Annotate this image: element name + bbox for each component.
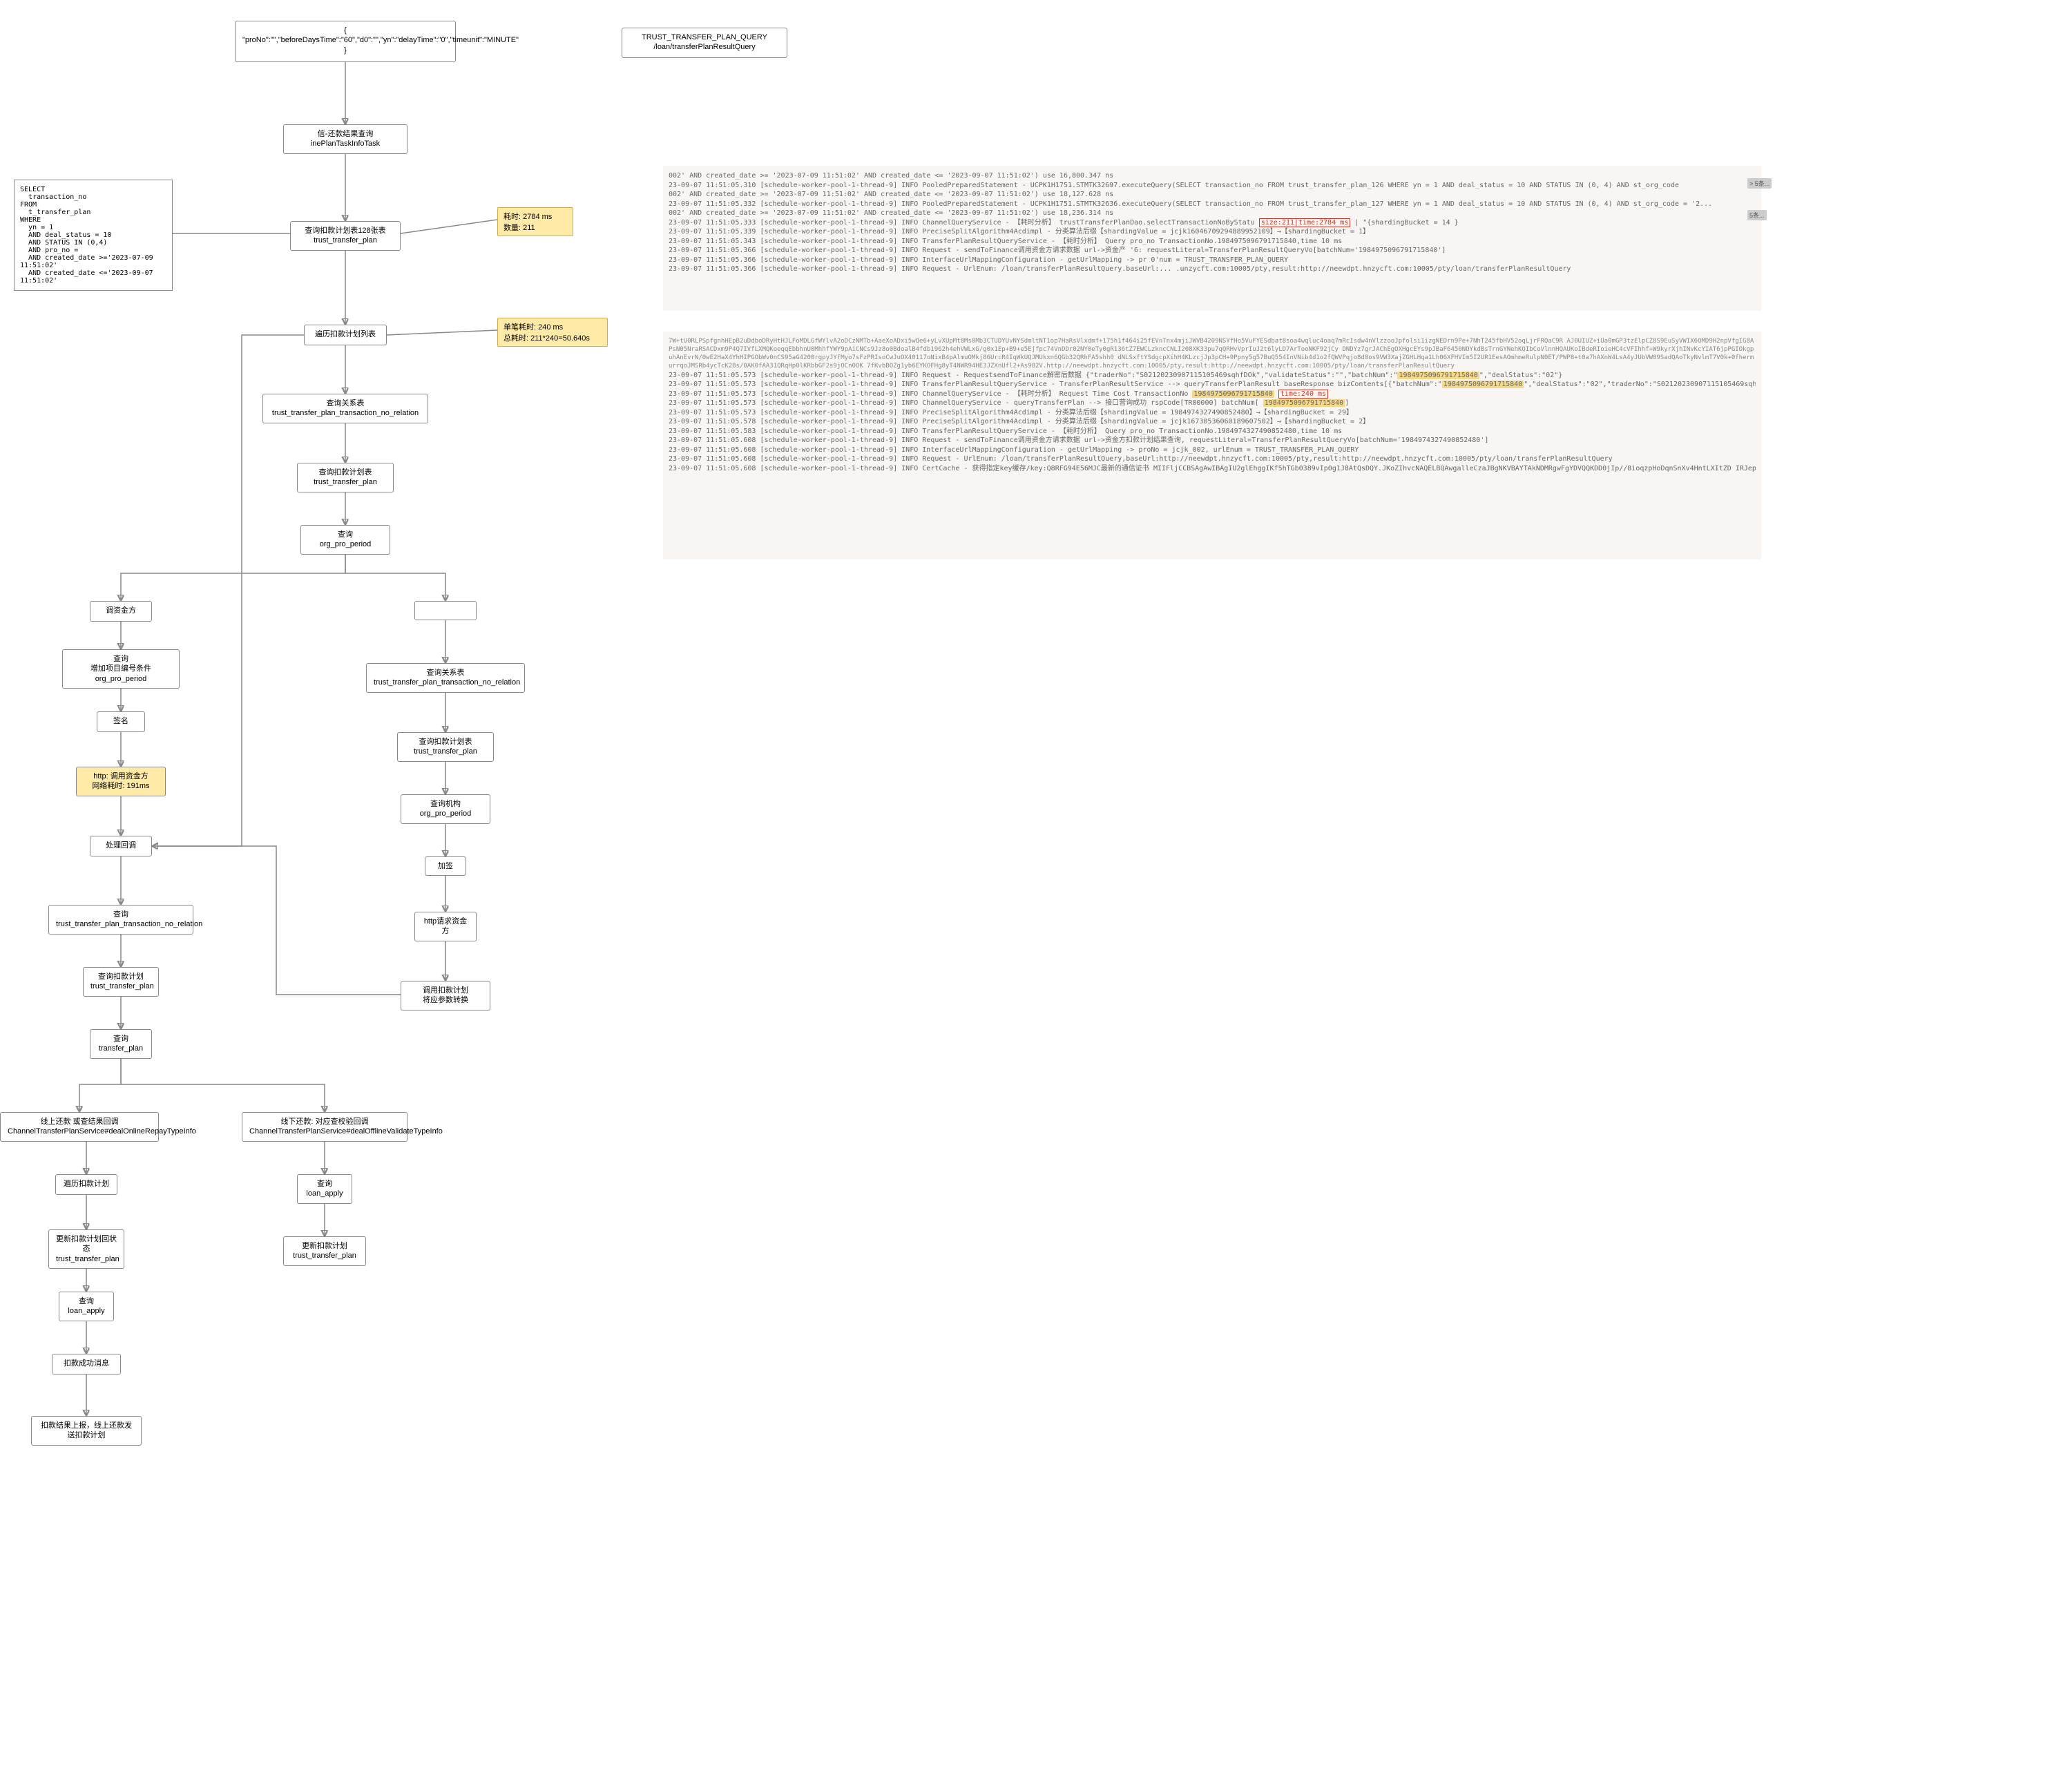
flow-node-n18: 线下还款: 对应查校验回调 ChannelTransferPlanService… bbox=[242, 1112, 407, 1142]
log-line: 002' AND created_date >= '2023-07-09 11:… bbox=[669, 190, 1756, 200]
flow-node-n25: 更新扣款计划 trust_transfer_plan bbox=[283, 1236, 366, 1266]
flow-node-n14: 查询 trust_transfer_plan_transaction_no_re… bbox=[48, 905, 193, 935]
log-line: 23-09-07 11:51:05.366 [schedule-worker-p… bbox=[669, 246, 1756, 256]
log-line: 23-09-07 11:51:05.608 [schedule-worker-p… bbox=[669, 446, 1756, 455]
flow-node-n32: 查询扣款计划表 trust_transfer_plan bbox=[397, 732, 494, 762]
flow-node-tip2: 单笔耗时: 240 ms 总耗时: 211*240=50.640s bbox=[497, 318, 608, 347]
log-line: 23-09-07 11:51:05.608 [schedule-worker-p… bbox=[669, 464, 1756, 474]
log-line: 23-09-07 11:51:05.608 [schedule-worker-p… bbox=[669, 436, 1756, 446]
log-line: 23-09-07 11:51:05.608 [schedule-worker-p… bbox=[669, 454, 1756, 464]
collapse-label[interactable]: 5条... bbox=[1747, 210, 1767, 220]
flow-node-n23: 扣款结果上报，线上还款发送扣款计划 bbox=[31, 1416, 142, 1446]
log-line: 23-09-07 11:51:05.310 [schedule-worker-p… bbox=[669, 181, 1756, 191]
flow-node-n20: 更新扣款计划回状态 trust_transfer_plan bbox=[48, 1229, 124, 1269]
flow-node-n10: 查询 增加项目编号条件 org_pro_period bbox=[62, 649, 180, 689]
log-panel-1: 002' AND created_date >= '2023-07-09 11:… bbox=[663, 166, 1761, 311]
log-blob: 7W+tU0RLPSpfgnhHEpB2uDdboDRyHtHJLFoMDLGf… bbox=[669, 337, 1756, 371]
log-line: 23-09-07 11:51:05.583 [schedule-worker-p… bbox=[669, 427, 1756, 437]
log-line: 23-09-07 11:51:05.573 [schedule-worker-p… bbox=[669, 380, 1756, 390]
log-line: 23-09-07 11:51:05.573 [schedule-worker-p… bbox=[669, 390, 1756, 399]
flow-node-n9: 调资金方 bbox=[90, 601, 152, 622]
flow-node-tip1: 耗时: 2784 ms 数量: 211 bbox=[497, 207, 573, 236]
flow-node-n22: 扣款成功消息 bbox=[52, 1354, 121, 1374]
collapse-label[interactable]: > 5条... bbox=[1747, 178, 1772, 189]
flow-node-n3: 信-还款结果查询 inePlanTaskInfoTask bbox=[283, 124, 407, 154]
log-line: 23-09-07 11:51:05.573 [schedule-worker-p… bbox=[669, 399, 1756, 408]
flow-node-sql: SELECT transaction_no FROM t_transfer_pl… bbox=[14, 180, 173, 291]
log-line: 002' AND created_date >= '2023-07-09 11:… bbox=[669, 171, 1756, 181]
flow-node-n19: 遍历扣款计划 bbox=[55, 1174, 117, 1195]
flow-node-n16: 查询 transfer_plan bbox=[90, 1029, 152, 1059]
log-line: 23-09-07 11:51:05.339 [schedule-worker-p… bbox=[669, 227, 1756, 237]
flow-node-n4: 查询扣款计划表128张表 trust_transfer_plan bbox=[290, 221, 401, 251]
flow-node-n11: 签名 bbox=[97, 711, 145, 732]
flow-node-n8: 查询 org_pro_period bbox=[300, 525, 390, 555]
flow-node-n2: TRUST_TRANSFER_PLAN_QUERY /loan/transfer… bbox=[622, 28, 787, 58]
flow-node-n13: 处理回调 bbox=[90, 836, 152, 856]
flow-node-n35: http请求资金方 bbox=[414, 912, 477, 941]
flow-node-n12: http: 调用资金方 网络耗时: 191ms bbox=[76, 767, 166, 796]
flow-node-n6: 查询关系表 trust_transfer_plan_transaction_no… bbox=[262, 394, 428, 423]
flow-node-n21: 查询 loan_apply bbox=[59, 1292, 114, 1321]
flow-node-n7: 查询扣款计划表 trust_transfer_plan bbox=[297, 463, 394, 492]
log-line: 23-09-07 11:51:05.366 [schedule-worker-p… bbox=[669, 256, 1756, 265]
log-line: 23-09-07 11:51:05.366 [schedule-worker-p… bbox=[669, 265, 1756, 274]
log-line: 23-09-07 11:51:05.573 [schedule-worker-p… bbox=[669, 408, 1756, 418]
flow-node-n33: 查询机构 org_pro_period bbox=[401, 794, 490, 824]
log-line: 002' AND created_date >= '2023-07-09 11:… bbox=[669, 209, 1756, 218]
log-line: 23-09-07 11:51:05.573 [schedule-worker-p… bbox=[669, 371, 1756, 381]
flow-node-n1: { "proNo":"","beforeDaysTime":"60","d0":… bbox=[235, 21, 456, 62]
log-panel-2: 7W+tU0RLPSpfgnhHEpB2uDdboDRyHtHJLFoMDLGf… bbox=[663, 332, 1761, 559]
flow-node-n17: 线上还款 或查结果回调 ChannelTransferPlanService#d… bbox=[0, 1112, 159, 1142]
flow-node-n5: 遍历扣款计划列表 bbox=[304, 325, 387, 345]
log-line: 23-09-07 11:51:05.332 [schedule-worker-p… bbox=[669, 200, 1756, 209]
flow-node-n24: 查询 loan_apply bbox=[297, 1174, 352, 1204]
log-line: 23-09-07 11:51:05.333 [schedule-worker-p… bbox=[669, 218, 1756, 228]
log-line: 23-09-07 11:51:05.578 [schedule-worker-p… bbox=[669, 417, 1756, 427]
flow-node-n30 bbox=[414, 601, 477, 620]
flow-node-n36: 调用扣款计划 将应参数转换 bbox=[401, 981, 490, 1010]
flow-node-n15: 查询扣款计划 trust_transfer_plan bbox=[83, 967, 159, 997]
log-line: 23-09-07 11:51:05.343 [schedule-worker-p… bbox=[669, 237, 1756, 247]
flow-node-n31: 查询关系表 trust_transfer_plan_transaction_no… bbox=[366, 663, 525, 693]
flow-node-n34: 加签 bbox=[425, 856, 466, 876]
